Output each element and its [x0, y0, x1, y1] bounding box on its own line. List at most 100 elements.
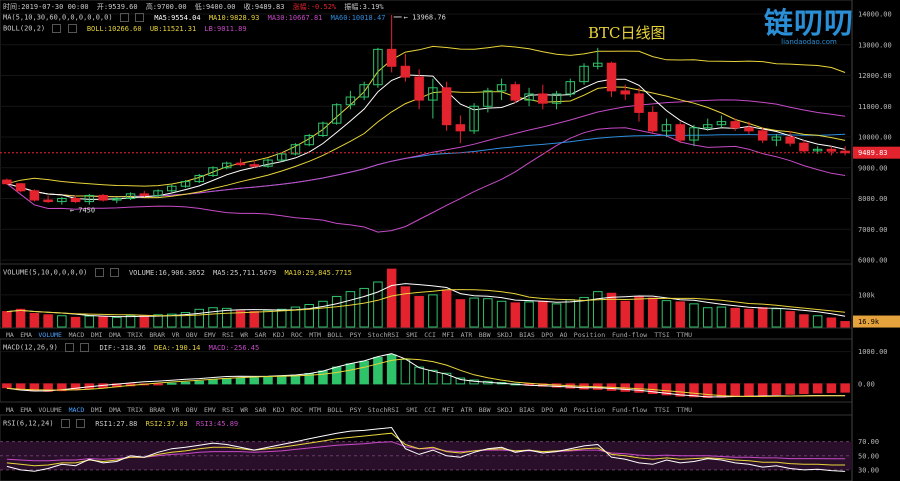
indicator-tab[interactable]: ROC — [291, 406, 303, 414]
indicator-tab[interactable]: ROC — [291, 331, 303, 339]
indicator-tab[interactable]: VOLUME — [38, 406, 62, 414]
indicator-tab[interactable]: BIAS — [519, 331, 535, 339]
ma-settings-icon[interactable] — [119, 13, 129, 22]
rsi1-value: RSI1:27.88 — [95, 419, 138, 428]
indicator-tab[interactable]: TTSI — [654, 331, 670, 339]
volume-last-label: 16.9k — [858, 318, 880, 326]
indicator-tab[interactable]: DMI — [91, 331, 103, 339]
candle-body — [661, 124, 672, 132]
indicator-tab[interactable]: StochRSI — [368, 406, 399, 414]
indicator-tab[interactable]: SMI — [406, 406, 418, 414]
indicator-tab[interactable]: BOLL — [327, 406, 343, 414]
indicator-tab[interactable]: VR — [172, 331, 180, 339]
indicator-tab[interactable]: MTM — [309, 406, 321, 414]
indicator-tab[interactable]: PSY — [350, 331, 362, 339]
indicator-tab[interactable]: KDJ — [273, 406, 285, 414]
watermark-text: 链叨叨 — [764, 6, 855, 40]
indicator-tab[interactable]: VOLUME — [38, 331, 62, 339]
indicator-tab[interactable]: SAR — [255, 331, 267, 339]
volume-bar — [483, 298, 493, 328]
macd-dea-line — [6, 358, 846, 397]
indicator-tab[interactable]: TTSI — [654, 406, 670, 414]
indicator-tab[interactable]: StochRSI — [368, 331, 399, 339]
indicator-tab[interactable]: Position — [574, 406, 605, 414]
macd-histogram-bar — [661, 383, 672, 396]
rsi-close-icon[interactable] — [76, 419, 86, 428]
indicator-tab[interactable]: BBW — [479, 331, 491, 339]
header-close: 收:9489.83 — [243, 3, 285, 11]
indicator-tab[interactable]: OBV — [186, 331, 198, 339]
indicator-tab[interactable]: EMA — [20, 331, 32, 339]
macd-histogram-bar — [702, 383, 713, 398]
macd-dif-line — [6, 353, 846, 398]
indicator-tab[interactable]: CCI — [424, 406, 436, 414]
indicator-tab[interactable]: TTMU — [676, 331, 692, 339]
rsi-settings-icon[interactable] — [60, 419, 70, 428]
indicator-tab[interactable]: Fund-flow — [612, 406, 647, 414]
indicator-tab[interactable]: SAR — [255, 406, 267, 414]
chart-title: BTC日线图 — [588, 24, 666, 42]
indicator-tab[interactable]: MA — [6, 406, 14, 414]
indicator-tab[interactable]: OBV — [186, 406, 198, 414]
indicator-tab[interactable]: MACD — [69, 406, 85, 414]
indicator-tab[interactable]: RSI — [222, 406, 234, 414]
indicator-tab[interactable]: CCI — [424, 331, 436, 339]
indicator-tab[interactable]: TRIX — [127, 406, 143, 414]
header-amplitude: 振幅:3.19% — [344, 3, 384, 11]
indicator-tab[interactable]: BRAR — [149, 406, 165, 414]
indicator-tab[interactable]: SKDJ — [497, 331, 513, 339]
indicator-tab[interactable]: KDJ — [273, 331, 285, 339]
indicator-tab[interactable]: DMA — [109, 331, 121, 339]
indicator-tab[interactable]: BRAR — [149, 331, 165, 339]
indicator-tab[interactable]: ATR — [461, 331, 473, 339]
ma-close-icon[interactable] — [135, 13, 145, 22]
volume-settings-icon[interactable] — [94, 268, 104, 277]
boll-close-icon[interactable] — [67, 24, 77, 33]
boll-settings-icon[interactable] — [52, 24, 62, 33]
indicator-tab[interactable]: MFI — [442, 331, 454, 339]
indicator-tab[interactable]: WR — [240, 331, 248, 339]
indicator-tab[interactable]: DMA — [109, 406, 121, 414]
volume-bar — [826, 317, 837, 328]
indicator-tab[interactable]: PSY — [350, 406, 362, 414]
indicator-tab[interactable]: TTMU — [676, 406, 692, 414]
indicator-tab[interactable]: AO — [560, 331, 568, 339]
volume-bar — [98, 316, 108, 328]
indicator-tab[interactable]: VR — [172, 406, 180, 414]
indicator-tab[interactable]: EMA — [20, 406, 32, 414]
volume-bar — [538, 300, 548, 328]
indicator-tab[interactable]: BBW — [479, 406, 491, 414]
indicator-tab[interactable]: AO — [560, 406, 568, 414]
indicator-tab[interactable]: BIAS — [519, 406, 535, 414]
macd-close-icon[interactable] — [80, 343, 90, 352]
indicator-tab[interactable]: EMV — [204, 331, 216, 339]
header-time: 时间:2019-07-30 00:00 — [3, 3, 89, 11]
indicator-tab[interactable]: BOLL — [327, 331, 343, 339]
indicator-tab[interactable]: Position — [574, 331, 605, 339]
indicator-tab[interactable]: EMV — [204, 406, 216, 414]
indicator-tab[interactable]: DPO — [541, 331, 553, 339]
indicator-tab[interactable]: MA — [6, 331, 14, 339]
indicator-tab[interactable]: MACD — [69, 331, 85, 339]
indicator-tab[interactable]: SKDJ — [497, 406, 513, 414]
indicator-tab[interactable]: WR — [240, 406, 248, 414]
indicator-tab[interactable]: ATR — [461, 406, 473, 414]
header-high: 高:9700.00 — [145, 3, 187, 11]
indicator-tab[interactable]: DPO — [541, 406, 553, 414]
candle-body — [386, 48, 397, 67]
ma-params: MA(5,10,30,60,0,0,0,0,0,0) — [3, 13, 113, 22]
indicator-tab[interactable]: Fund-flow — [612, 331, 647, 339]
volume-close-icon[interactable] — [109, 268, 119, 277]
indicator-tab[interactable]: RSI — [222, 331, 234, 339]
indicator-tab[interactable]: DMI — [91, 406, 103, 414]
indicator-tab[interactable]: TRIX — [127, 331, 143, 339]
macd-histogram-bar — [373, 356, 383, 385]
candle-body — [167, 185, 177, 192]
candle-body — [235, 162, 246, 166]
indicator-tab[interactable]: MTM — [309, 331, 321, 339]
indicator-tab[interactable]: MFI — [442, 406, 454, 414]
macd-settings-icon[interactable] — [65, 343, 75, 352]
macd-axis-label: 0.00 — [858, 380, 875, 388]
indicator-tab[interactable]: SMI — [406, 331, 418, 339]
